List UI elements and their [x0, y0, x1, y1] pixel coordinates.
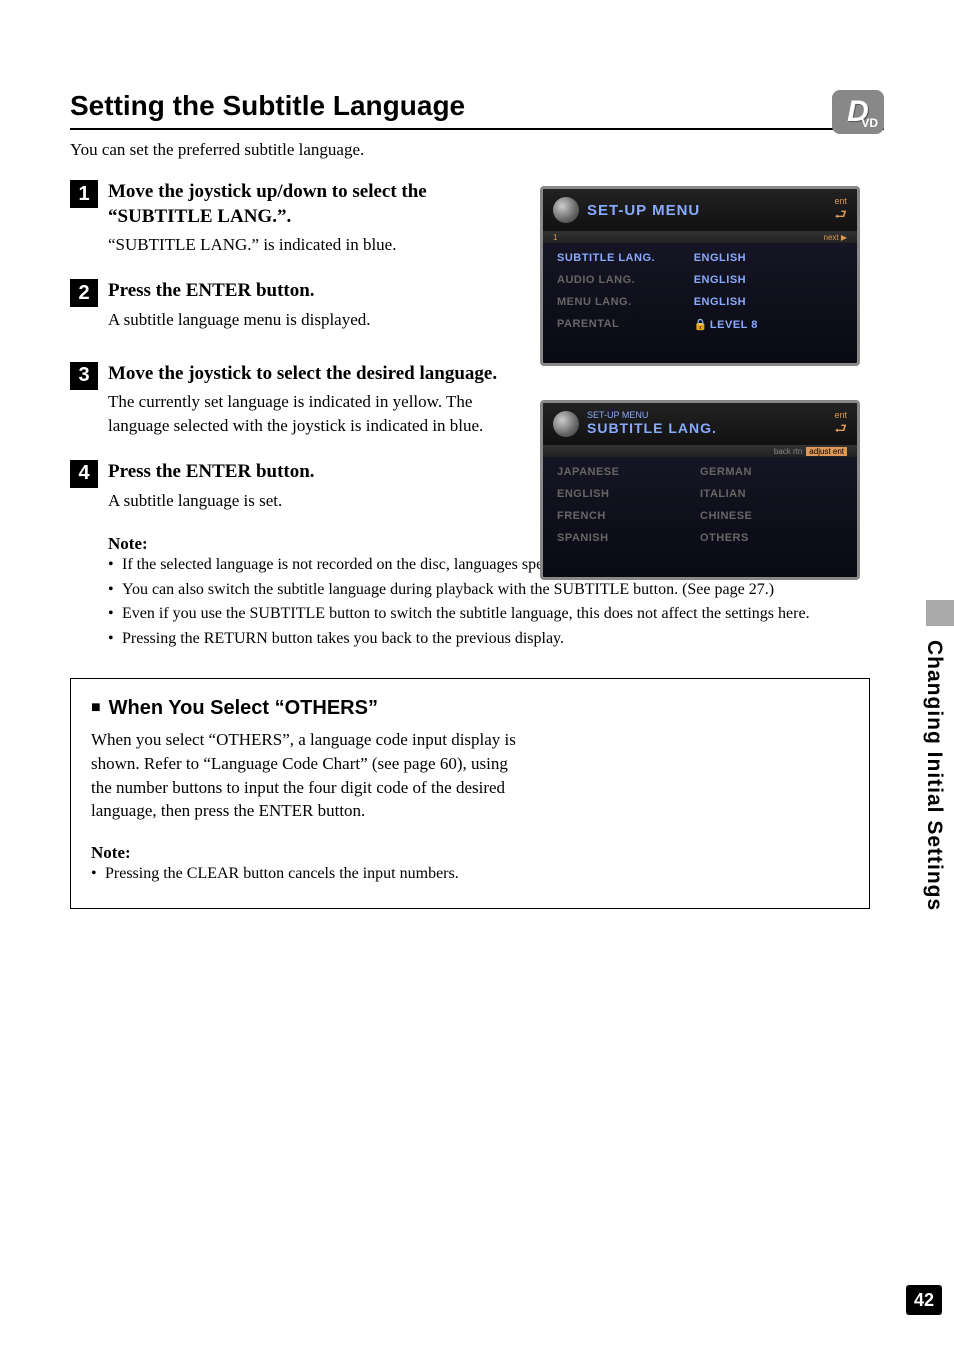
step: 3 Move the joystick to select the desire… [70, 362, 530, 438]
step-desc: The currently set language is indicated … [108, 390, 530, 438]
menu-row: AUDIO LANG. ENGLISH [543, 269, 857, 291]
step: 2 Press the ENTER button. A subtitle lan… [70, 279, 530, 331]
row-value: ENGLISH [694, 296, 857, 308]
bar-right: next ▶ [824, 233, 848, 242]
step-desc: A subtitle language is set. [108, 489, 530, 513]
lang-left: SPANISH [543, 532, 700, 544]
ent-label: ent [834, 196, 847, 206]
hdr-right: adjust ent [806, 447, 847, 456]
row-label: MENU LANG. [543, 296, 694, 308]
lang-row: FRENCH CHINESE [543, 505, 857, 527]
row-label: AUDIO LANG. [543, 274, 694, 286]
lang-left: FRENCH [543, 510, 700, 522]
bar-left: 1 [553, 233, 557, 242]
row-label: PARENTAL [543, 318, 694, 330]
lang-row: JAPANESE GERMAN [543, 461, 857, 483]
step-title: Move the joystick to select the desired … [108, 362, 530, 387]
hdr-left: back rtn [774, 447, 802, 456]
shot2-sup: SET-UP MENU [587, 411, 834, 420]
lang-left: ENGLISH [543, 488, 700, 500]
step: 1 Move the joystick up/down to select th… [70, 180, 530, 257]
ent-label: ent [834, 410, 847, 420]
step-desc: “SUBTITLE LANG.” is indicated in blue. [108, 233, 530, 257]
lang-right: ITALIAN [700, 488, 857, 500]
row-value: ENGLISH [694, 252, 857, 264]
ent-indicator: ent ⮐ [834, 197, 847, 222]
lang-left: JAPANESE [543, 466, 700, 478]
step-title: Press the ENTER button. [108, 279, 530, 304]
note-item: Pressing the RETURN button takes you bac… [108, 628, 868, 650]
side-tab-marker [926, 600, 954, 626]
side-label: Changing Initial Settings [922, 640, 946, 911]
note-item: Even if you use the SUBTITLE button to s… [108, 603, 868, 625]
lang-right: GERMAN [700, 466, 857, 478]
others-title: When You Select “OTHERS” [91, 697, 849, 720]
lang-right: OTHERS [700, 532, 857, 544]
step: 4 Press the ENTER button. A subtitle lan… [70, 460, 530, 512]
others-note-list: Pressing the CLEAR button cancels the in… [91, 863, 849, 885]
dvd-badge: D VD [832, 90, 884, 134]
step-title: Move the joystick up/down to select the … [108, 180, 530, 229]
others-body: When you select “OTHERS”, a language cod… [91, 728, 521, 823]
step-number: 1 [70, 180, 98, 208]
step-title: Press the ENTER button. [108, 460, 530, 485]
screenshot-setup-menu: SET-UP MENU ent ⮐ 1 next ▶ SUBTITLE LANG… [540, 186, 860, 366]
menu-row: SUBTITLE LANG. ENGLISH [543, 247, 857, 269]
step-desc: A subtitle language menu is displayed. [108, 308, 530, 332]
note-item: You can also switch the subtitle languag… [108, 579, 868, 601]
shot2-title: SUBTITLE LANG. [587, 420, 717, 436]
step-number: 2 [70, 279, 98, 307]
section-title: Setting the Subtitle Language [70, 90, 884, 130]
disc-icon [553, 411, 579, 437]
step-number: 3 [70, 362, 98, 390]
menu-row: PARENTAL 🔒LEVEL 8 [543, 313, 857, 335]
lang-row: ENGLISH ITALIAN [543, 483, 857, 505]
lang-right: CHINESE [700, 510, 857, 522]
row-value: ENGLISH [694, 274, 857, 286]
disc-icon [553, 197, 579, 223]
badge-suffix: VD [861, 116, 878, 130]
ent-indicator: ent ⮐ [834, 411, 847, 436]
lang-row: SPANISH OTHERS [543, 527, 857, 549]
menu-row: MENU LANG. ENGLISH [543, 291, 857, 313]
intro-text: You can set the preferred subtitle langu… [70, 140, 884, 160]
screenshot-subtitle-lang: SET-UP MENU SUBTITLE LANG. ent ⮐ back rt… [540, 400, 860, 580]
others-note: Note: Pressing the CLEAR button cancels … [91, 843, 849, 885]
row-label: SUBTITLE LANG. [543, 252, 694, 264]
row-value: 🔒LEVEL 8 [694, 318, 857, 331]
others-note-item: Pressing the CLEAR button cancels the in… [91, 863, 849, 885]
others-box: When You Select “OTHERS” When you select… [70, 678, 870, 909]
step-number: 4 [70, 460, 98, 488]
shot1-title: SET-UP MENU [587, 202, 834, 219]
page-number: 42 [906, 1285, 942, 1315]
others-note-label: Note: [91, 843, 849, 863]
